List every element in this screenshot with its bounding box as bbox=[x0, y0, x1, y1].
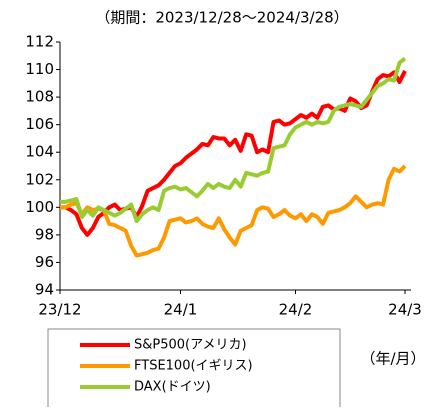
y-tick-label: 100 bbox=[25, 198, 54, 216]
y-tick-label: 110 bbox=[25, 60, 54, 78]
legend-label: DAX(ドイツ) bbox=[134, 380, 211, 395]
y-tick-label: 104 bbox=[25, 143, 54, 161]
y-tick-label: 96 bbox=[35, 253, 54, 271]
x-tick-label: 24/1 bbox=[164, 301, 198, 319]
series-line bbox=[60, 56, 407, 224]
y-tick-label: 106 bbox=[25, 115, 54, 133]
y-tick-label: 98 bbox=[35, 225, 54, 243]
legend-label: FTSE100(イギリス) bbox=[134, 359, 253, 374]
chart-title: （期間：2023/12/28～2024/3/28） bbox=[95, 9, 348, 27]
y-tick-label: 94 bbox=[35, 281, 54, 299]
unit-label: （年/月） bbox=[360, 350, 425, 368]
x-tick-label: 23/12 bbox=[38, 301, 81, 319]
series-line bbox=[60, 164, 407, 258]
x-tick-label: 24/3 bbox=[388, 301, 422, 319]
y-tick-label: 102 bbox=[25, 170, 54, 188]
legend-label: S&P500(アメリカ) bbox=[134, 338, 247, 353]
y-tick-label: 108 bbox=[25, 88, 54, 106]
series-line bbox=[60, 70, 407, 237]
x-tick-label: 24/2 bbox=[279, 301, 313, 319]
legend-box bbox=[47, 328, 341, 410]
y-tick-label: 112 bbox=[25, 33, 54, 51]
